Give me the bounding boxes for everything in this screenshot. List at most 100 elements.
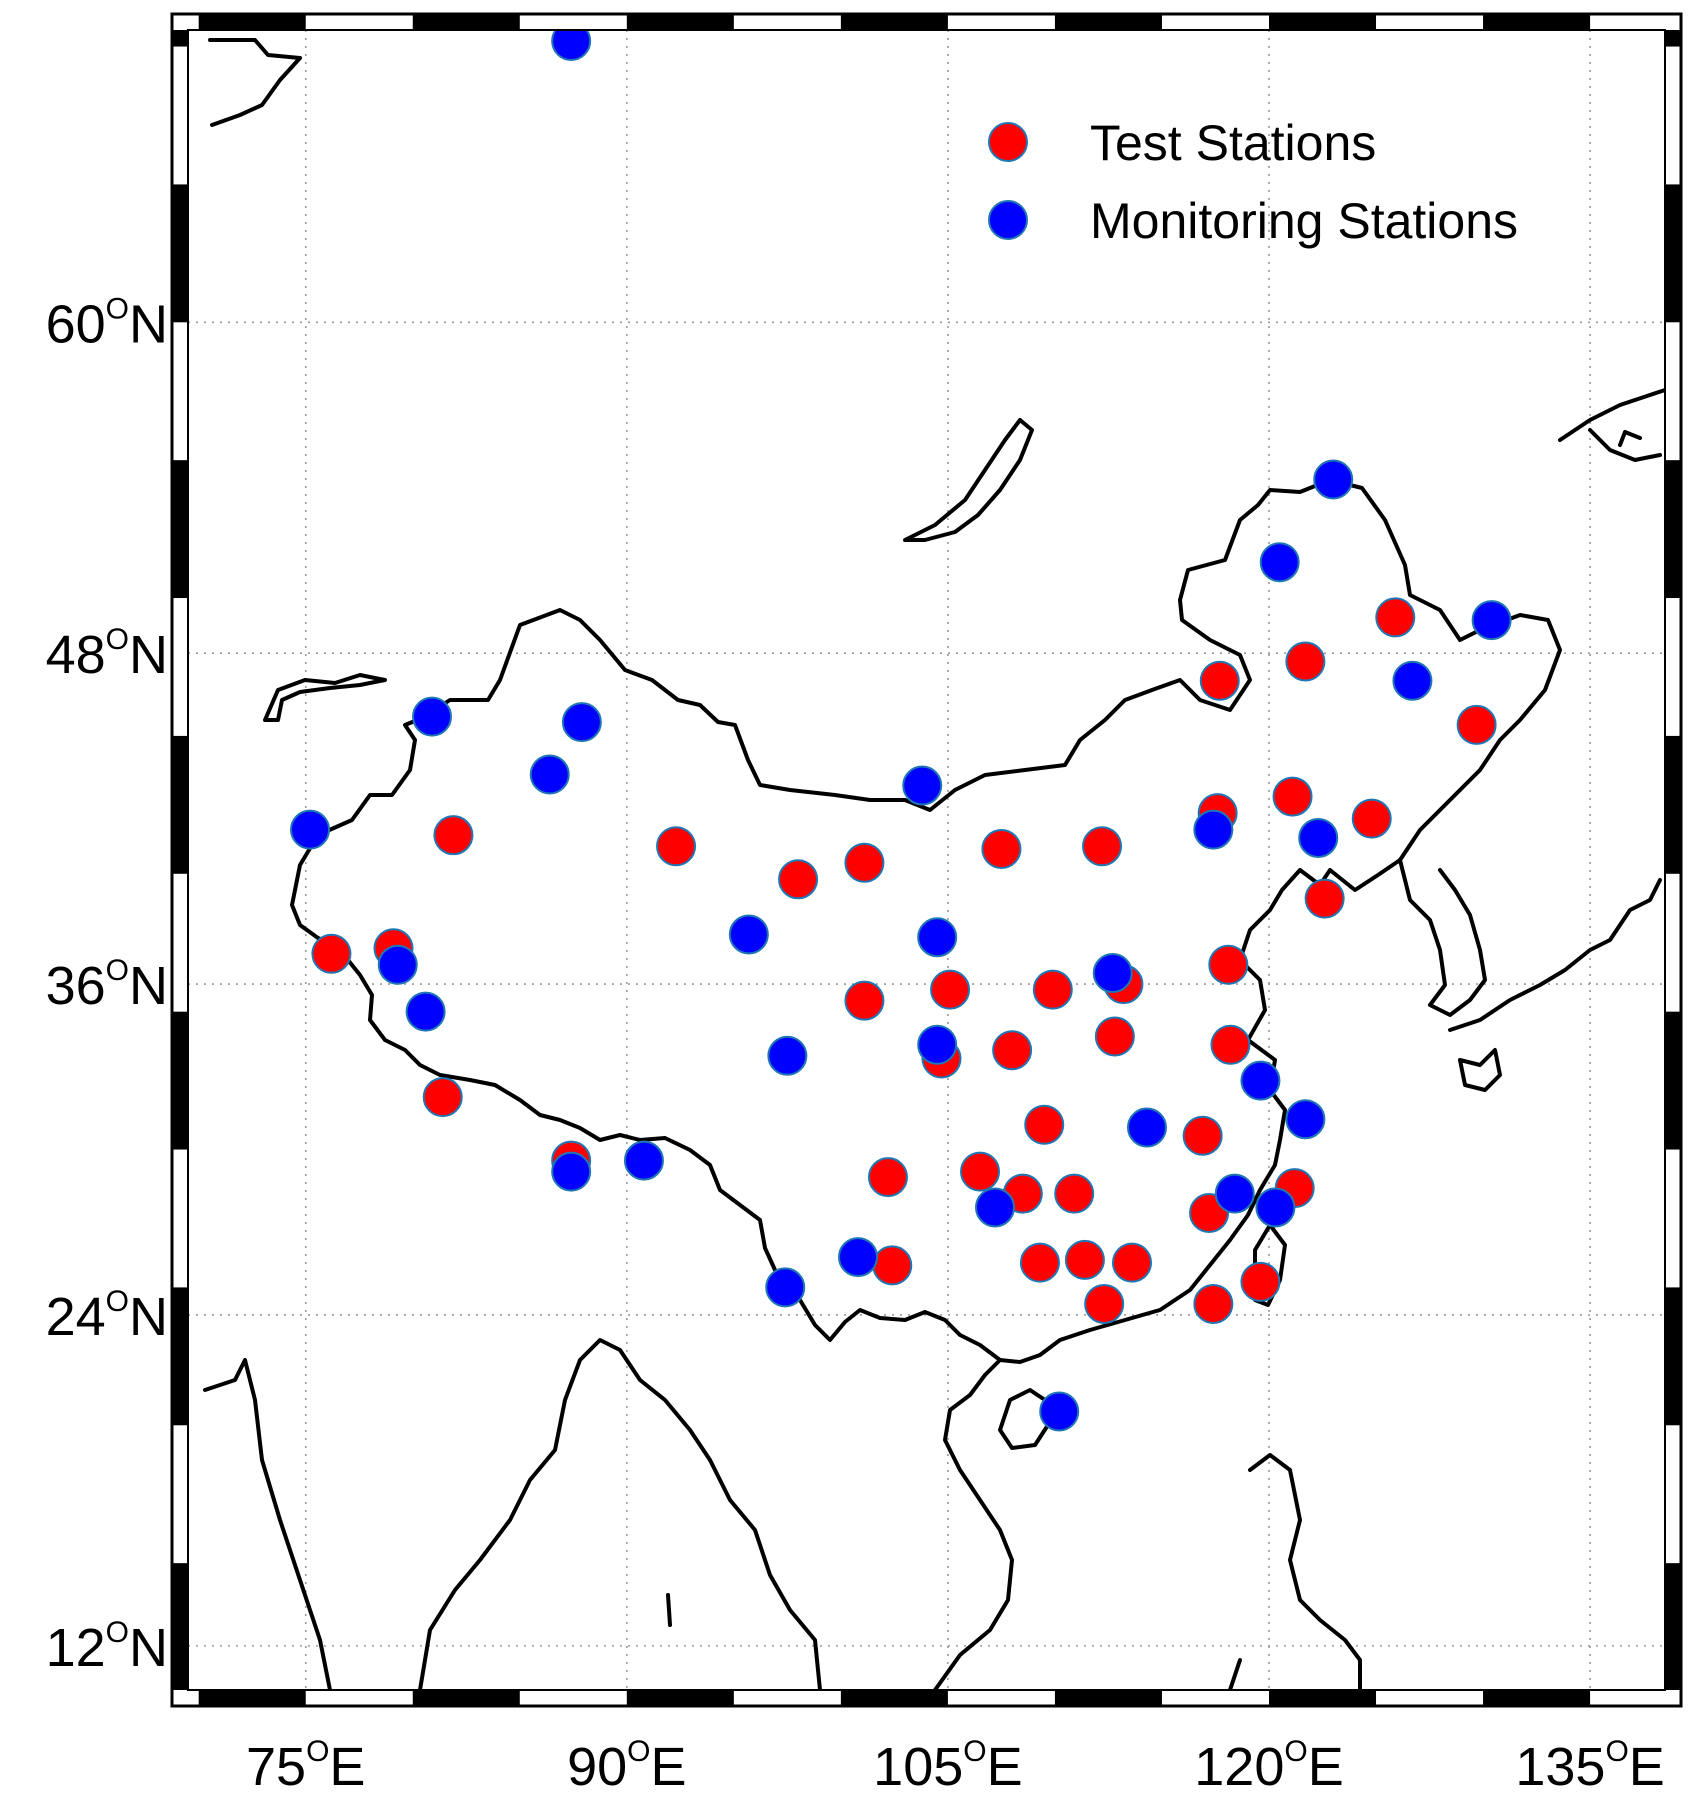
test-station-marker (872, 1245, 913, 1286)
monitoring-station-marker (974, 1187, 1015, 1228)
stations (290, 30, 1512, 1432)
baikal-lake (903, 418, 1034, 542)
frame-segment (1665, 1287, 1681, 1426)
graticule (188, 30, 1665, 1690)
monitoring-station-marker (1471, 600, 1512, 641)
test-station-marker (1210, 1024, 1251, 1065)
longitude-tick-label: 75OE (246, 1735, 365, 1797)
test-station-marker (1064, 1239, 1105, 1280)
test-station-marker (1304, 878, 1345, 919)
longitude-tick-label: 135OE (1515, 1735, 1664, 1797)
monitoring-station-marker (290, 809, 331, 850)
monitoring-station-marker (1126, 1107, 1167, 1148)
monitoring-station-marker (412, 696, 453, 737)
test-station-marker (311, 933, 352, 974)
legend-test-marker (988, 122, 1028, 162)
frame-segment (1483, 1690, 1591, 1706)
test-station-marker (1024, 1104, 1065, 1145)
frame-segment (840, 14, 948, 30)
test-station-marker (1375, 597, 1416, 638)
test-station-marker (1351, 798, 1392, 839)
monitoring-station-marker (623, 1140, 664, 1181)
monitoring-station-marker (765, 1267, 806, 1308)
balkhash-lake (263, 673, 387, 722)
monitoring-station-marker (1313, 459, 1354, 500)
test-station-marker (1032, 969, 1073, 1010)
frame-segment (172, 1563, 188, 1690)
legend-test-label: Test Stations (1090, 115, 1376, 171)
test-station-marker (1054, 1173, 1095, 1214)
test-station-marker (422, 1077, 463, 1118)
longitude-tick-label: 105OE (873, 1735, 1022, 1797)
monitoring-station-marker (917, 917, 958, 958)
monitoring-station-marker (1259, 542, 1300, 583)
monitoring-station-marker (1285, 1099, 1326, 1140)
test-stations (311, 597, 1497, 1324)
monitoring-station-marker (561, 702, 602, 743)
frame-segment (1054, 14, 1162, 30)
frame-segment (198, 14, 306, 30)
test-station-marker (1193, 1283, 1234, 1324)
latitude-tick-label: 12ON (46, 1616, 168, 1678)
frame-segment (1268, 1690, 1377, 1706)
monitoring-station-marker (1039, 1391, 1080, 1432)
monitoring-station-marker (1193, 809, 1234, 850)
monitoring-station-marker (377, 944, 418, 985)
frame-segment (1483, 14, 1591, 30)
longitude-tick-label: 120OE (1194, 1735, 1343, 1797)
test-station-marker (1272, 776, 1313, 817)
monitoring-station-marker (1092, 953, 1133, 994)
monitoring-station-marker (529, 754, 570, 795)
legend-monitoring-marker (988, 200, 1028, 240)
latitude-tick-label: 24ON (46, 1285, 168, 1347)
test-station-marker (1111, 1242, 1152, 1283)
frame-segment (172, 1011, 188, 1150)
legend: Test Stations Monitoring Stations (988, 115, 1518, 249)
china-border (290, 478, 1562, 1364)
test-station-marker (992, 1030, 1033, 1071)
monitoring-station-marker (767, 1035, 808, 1076)
map-frame (170, 12, 1683, 1708)
test-station-marker (1019, 1242, 1060, 1283)
frame-inner (187, 29, 1666, 1691)
far-east-coast (1558, 388, 1665, 462)
latitude-labels: 12ON 24ON 36ON 48ON 60ON (46, 292, 168, 1678)
test-station-marker (1182, 1115, 1223, 1156)
test-station-marker (1240, 1261, 1281, 1302)
frame-segment (412, 14, 520, 30)
philippines-coast (1228, 1453, 1362, 1690)
frame-segment (1268, 14, 1377, 30)
test-station-marker (1456, 704, 1497, 745)
frame-segment (840, 1690, 948, 1706)
arctic-coast (208, 38, 302, 127)
frame-segment (172, 184, 188, 323)
test-station-marker (778, 859, 819, 900)
monitoring-station-marker (405, 991, 446, 1032)
frame-segment (412, 1690, 520, 1706)
longitude-labels: 75OE 90OE 105OE 120OE 135OE (246, 1735, 1665, 1797)
monitoring-station-marker (1298, 817, 1339, 858)
longitude-tick-label: 90OE (567, 1735, 686, 1797)
test-station-marker (844, 980, 885, 1021)
frame-outer (170, 12, 1683, 1708)
test-station-marker (656, 826, 697, 867)
monitoring-stations (290, 30, 1512, 1432)
frame-segment (1665, 735, 1681, 874)
frame-segment (172, 735, 188, 874)
frame-segment (1665, 1011, 1681, 1150)
legend-monitoring-label: Monitoring Stations (1090, 193, 1518, 249)
monitoring-station-marker (1240, 1060, 1281, 1101)
coastlines-and-borders (203, 38, 1665, 1690)
frame-segment (172, 30, 188, 47)
monitoring-station-marker (551, 30, 592, 62)
monitoring-station-marker (551, 1151, 592, 1192)
monitoring-station-marker (728, 914, 769, 955)
frame-segment (172, 1287, 188, 1426)
frame-segment (1665, 184, 1681, 323)
test-station-marker (1208, 944, 1249, 985)
monitoring-station-marker (1255, 1187, 1296, 1228)
frame-segment (626, 14, 734, 30)
test-station-marker (960, 1151, 1001, 1192)
andaman-island (666, 1593, 672, 1627)
test-station-marker (867, 1157, 908, 1198)
